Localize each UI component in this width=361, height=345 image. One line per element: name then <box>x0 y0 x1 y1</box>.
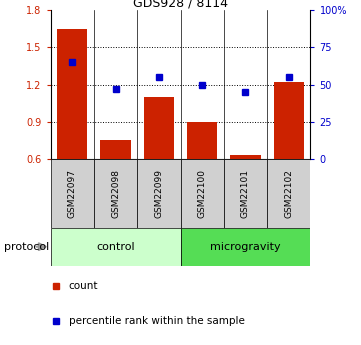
Text: protocol: protocol <box>4 242 49 252</box>
Text: percentile rank within the sample: percentile rank within the sample <box>69 316 245 326</box>
Text: GSM22097: GSM22097 <box>68 169 77 218</box>
Bar <box>144 97 174 159</box>
Bar <box>224 159 267 228</box>
Text: GSM22100: GSM22100 <box>198 169 206 218</box>
Title: GDS928 / 8114: GDS928 / 8114 <box>133 0 228 9</box>
Bar <box>274 82 304 159</box>
Text: GSM22098: GSM22098 <box>111 169 120 218</box>
Text: control: control <box>96 242 135 252</box>
Text: GSM22101: GSM22101 <box>241 169 250 218</box>
Bar <box>94 159 137 228</box>
Bar <box>187 122 217 159</box>
Bar <box>51 228 180 266</box>
Text: GSM22099: GSM22099 <box>155 169 163 218</box>
Bar <box>100 140 131 159</box>
Bar <box>180 159 224 228</box>
Bar <box>267 159 310 228</box>
Bar <box>57 29 87 159</box>
Bar <box>230 155 261 159</box>
Text: microgravity: microgravity <box>210 242 281 252</box>
Bar <box>180 228 310 266</box>
Bar <box>51 159 94 228</box>
Text: GSM22102: GSM22102 <box>284 169 293 218</box>
Text: count: count <box>69 282 98 291</box>
Bar <box>137 159 180 228</box>
